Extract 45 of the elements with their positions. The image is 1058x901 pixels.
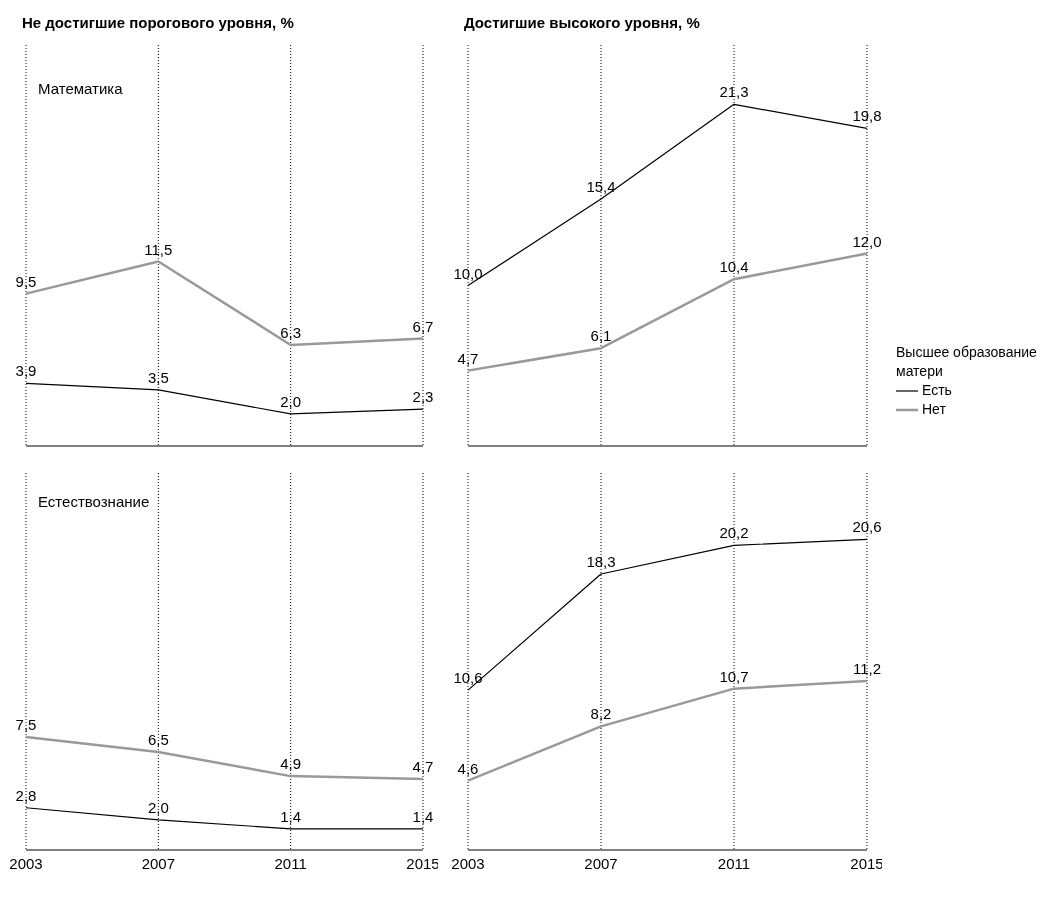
data-label: 2,0 bbox=[280, 392, 302, 410]
data-label: 6,1 bbox=[590, 327, 612, 345]
x-tick-label: 2011 bbox=[274, 854, 307, 872]
data-label: 4,9 bbox=[280, 755, 302, 773]
legend-title: Высшее образование матери bbox=[896, 343, 1038, 381]
data-label: 9,5 bbox=[15, 272, 37, 290]
x-tick-label: 2007 bbox=[584, 854, 618, 872]
data-label: 6,7 bbox=[412, 317, 434, 335]
data-label: 11,2 bbox=[852, 660, 882, 678]
data-label: 18,3 bbox=[586, 553, 616, 571]
chart-title: Не достигшие порогового уровня, % bbox=[21, 13, 295, 33]
data-label: 1,4 bbox=[280, 807, 302, 825]
data-label: 19,8 bbox=[852, 107, 882, 125]
data-label: 10,0 bbox=[453, 264, 483, 282]
data-label: 12,0 bbox=[852, 232, 882, 250]
text: Естествознание bbox=[38, 493, 150, 510]
legend-label: Есть bbox=[922, 381, 952, 400]
legend-label: Нет bbox=[922, 400, 946, 419]
data-label: 21,3 bbox=[719, 83, 749, 101]
data-label: 6,5 bbox=[147, 730, 169, 748]
data-label: 6,3 bbox=[280, 323, 302, 341]
data-label: 4,6 bbox=[457, 759, 479, 777]
x-tick-label: 2007 bbox=[141, 854, 176, 872]
data-label: 3,9 bbox=[15, 362, 37, 380]
chart-title: Достигшие высокого уровня, % bbox=[463, 13, 701, 33]
x-tick-label: 2003 bbox=[9, 854, 43, 872]
data-label: 20,2 bbox=[719, 524, 749, 542]
data-label: 4,7 bbox=[457, 349, 479, 367]
data-label: 10,7 bbox=[719, 667, 749, 685]
data-label: 4,7 bbox=[412, 758, 434, 776]
data-label: 20,6 bbox=[852, 518, 882, 536]
data-label: 2,3 bbox=[412, 388, 434, 406]
text: Математика bbox=[38, 80, 123, 97]
data-label: 2,0 bbox=[147, 798, 169, 816]
data-label: 8,2 bbox=[590, 705, 612, 723]
data-label: 10,6 bbox=[453, 669, 483, 687]
x-tick-label: 2003 bbox=[451, 854, 485, 872]
data-label: 15,4 bbox=[586, 177, 616, 195]
data-label: 10,4 bbox=[719, 258, 749, 276]
data-label: 1,4 bbox=[412, 807, 434, 825]
x-tick-label: 2011 bbox=[717, 854, 751, 872]
data-label: 7,5 bbox=[15, 715, 37, 733]
data-label: 3,5 bbox=[147, 368, 169, 386]
data-label: 2,8 bbox=[15, 786, 37, 804]
data-label: 11,5 bbox=[144, 240, 173, 258]
